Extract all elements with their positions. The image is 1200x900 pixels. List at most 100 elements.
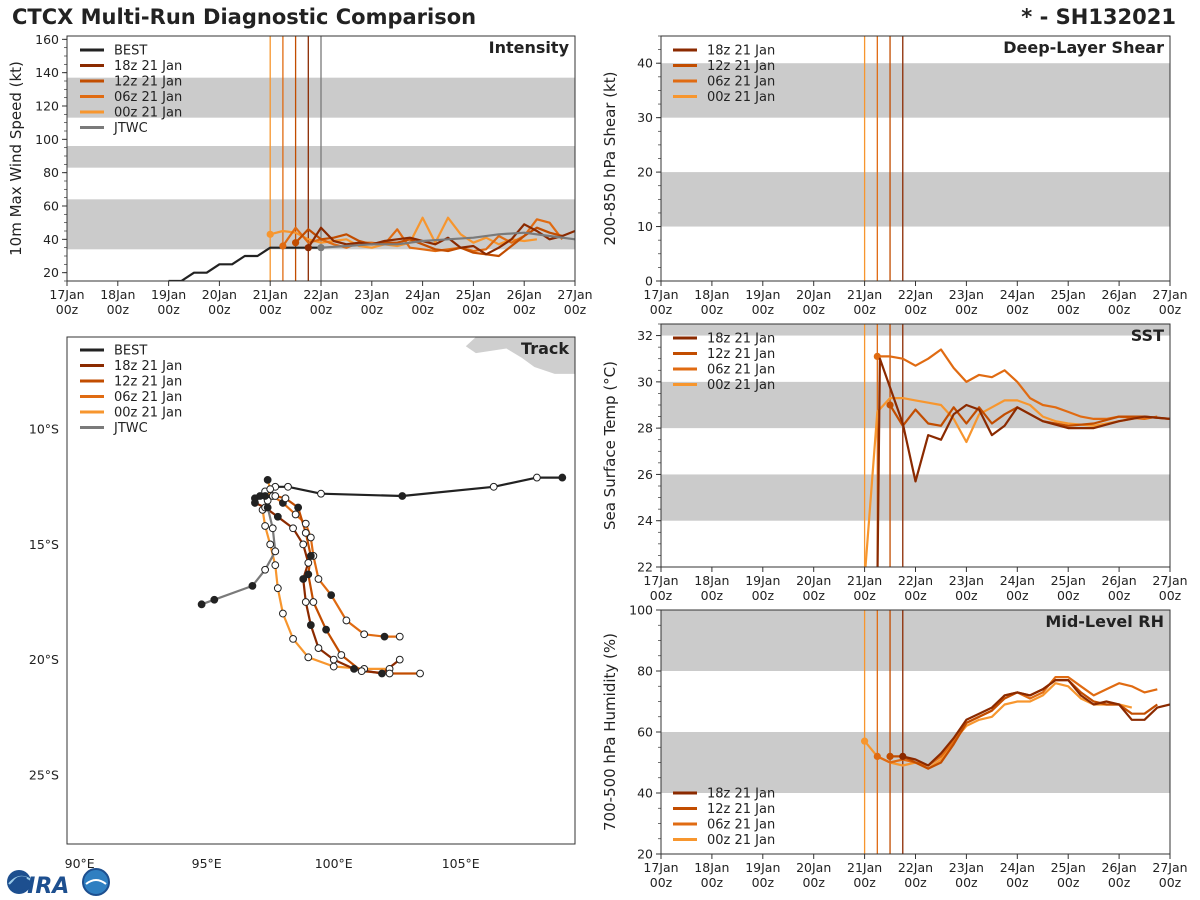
rh-x-tick-sublabel: 00z (1057, 875, 1080, 890)
rh-title: Mid-Level RH (1045, 612, 1164, 631)
intensity-x-tick-label: 27Jan (557, 287, 592, 302)
track-point (301, 519, 310, 528)
intensity-x-tick-label: 26Jan (507, 287, 542, 302)
rh-y-tick-label: 80 (637, 664, 653, 679)
track-map (197, 337, 575, 678)
sst-series (864, 348, 1170, 567)
page-title: CTCX Multi-Run Diagnostic Comparison (12, 5, 477, 29)
shear-x-tick-label: 24Jan (1000, 287, 1035, 302)
rh-series-line (863, 682, 1133, 770)
track-point (261, 522, 270, 530)
track-point (210, 595, 219, 604)
intensity-x-tick-sublabel: 00z (310, 302, 333, 317)
sst-y-tick-label: 26 (637, 467, 653, 482)
intensity-x-tick-sublabel: 00z (513, 302, 536, 317)
track-point (398, 492, 407, 500)
sst-legend-label: 12z 21 Jan (707, 347, 775, 362)
intensity-legend-label: 12z 21 Jan (114, 75, 182, 90)
track-point (271, 561, 280, 570)
cira-swirl-icon (8, 875, 32, 885)
shear-y-tick-label: 40 (637, 56, 653, 71)
track-y-tick-label: 20°S (29, 652, 59, 667)
track-legend-label: 06z 21 Jan (114, 390, 182, 405)
intensity-legend-label: BEST (114, 44, 147, 59)
intensity-panel: 17Jan00z18Jan00z19Jan00z20Jan00z21Jan00z… (7, 32, 593, 317)
track-legend-label: BEST (114, 344, 147, 359)
shear-x-tick-label: 25Jan (1051, 287, 1086, 302)
shear-x-tick-label: 20Jan (796, 287, 831, 302)
track-y-tick-label: 15°S (29, 537, 59, 552)
intensity-legend-label: 18z 21 Jan (114, 59, 182, 74)
rh-x-tick-label: 17Jan (643, 860, 678, 875)
sst-x-tick-sublabel: 00z (701, 588, 724, 603)
intensity-x-tick-label: 24Jan (405, 287, 440, 302)
intensity-y-tick-label: 80 (43, 165, 59, 180)
rh-x-tick-sublabel: 00z (802, 875, 825, 890)
track-point (395, 632, 404, 641)
sst-x-tick-label: 18Jan (694, 573, 729, 588)
sst-y-tick-label: 24 (637, 513, 653, 528)
sst-series-line (876, 357, 1170, 567)
rh-init-marker (873, 752, 881, 761)
track-title: Track (521, 339, 569, 358)
rh-x-tick-sublabel: 00z (904, 875, 927, 890)
intensity-x-tick-label: 17Jan (49, 287, 84, 302)
land-mass (465, 337, 575, 374)
track-legend-label: JTWC (113, 421, 148, 436)
intensity-x-tick-label: 20Jan (202, 287, 237, 302)
shear-x-tick-label: 17Jan (643, 287, 678, 302)
shear-y-tick-label: 10 (637, 219, 653, 234)
rh-legend-label: 12z 21 Jan (707, 802, 775, 817)
rh-x-tick-label: 22Jan (898, 860, 933, 875)
track-point (489, 482, 498, 491)
intensity-x-tick-sublabel: 00z (564, 302, 587, 317)
rh-y-tick-label: 60 (637, 725, 653, 740)
shear-x-tick-sublabel: 00z (752, 302, 775, 317)
shear-x-tick-sublabel: 00z (1057, 302, 1080, 317)
track-point (385, 669, 394, 678)
rh-series-line (902, 678, 1170, 767)
intensity-init-marker (279, 242, 287, 250)
shear-bands (661, 63, 1170, 227)
track-point (533, 473, 541, 482)
track-point (342, 616, 351, 625)
track-point (299, 540, 308, 549)
rh-x-tick-label: 20Jan (796, 860, 831, 875)
track-x-tick-label: 90°E (65, 856, 95, 871)
track-point (322, 625, 330, 634)
intensity-init-marker (304, 244, 312, 252)
shear-x-tick-sublabel: 00z (1159, 302, 1182, 317)
track-point (329, 662, 338, 671)
track-point (289, 634, 297, 643)
sst-x-tick-label: 25Jan (1051, 573, 1086, 588)
rh-x-tick-sublabel: 00z (752, 875, 775, 890)
sst-x-tick-sublabel: 00z (802, 588, 825, 603)
rh-init-marker (899, 752, 907, 761)
sst-x-tick-sublabel: 00z (1006, 588, 1029, 603)
intensity-x-tick-sublabel: 00z (157, 302, 180, 317)
shear-ylabel: 200-850 hPa Shear (kt) (601, 72, 619, 246)
rh-x-tick-sublabel: 00z (853, 875, 876, 890)
rh-panel: 17Jan00z18Jan00z19Jan00z20Jan00z21Jan00z… (601, 603, 1188, 891)
sst-x-tick-label: 22Jan (898, 573, 933, 588)
shear-x-tick-label: 19Jan (745, 287, 780, 302)
track-legend-label: 12z 21 Jan (114, 375, 182, 390)
rh-init-marker (886, 752, 894, 761)
intensity-init-marker (317, 244, 325, 252)
intensity-series-line (320, 231, 575, 249)
track-point (268, 524, 277, 533)
track-point (317, 489, 325, 498)
track-point (304, 558, 313, 567)
cira-seal-icon (82, 868, 110, 896)
rh-x-tick-label: 26Jan (1102, 860, 1137, 875)
shear-band (661, 63, 1170, 118)
sst-band (661, 381, 1170, 429)
rh-x-tick-label: 21Jan (847, 860, 882, 875)
sst-series-line (889, 404, 1170, 427)
rh-x-tick-label: 24Jan (1000, 860, 1035, 875)
shear-x-tick-label: 23Jan (949, 287, 984, 302)
track-point (306, 533, 315, 542)
sst-x-tick-label: 20Jan (796, 573, 831, 588)
rh-y-tick-label: 40 (637, 786, 653, 801)
shear-x-tick-label: 22Jan (898, 287, 933, 302)
